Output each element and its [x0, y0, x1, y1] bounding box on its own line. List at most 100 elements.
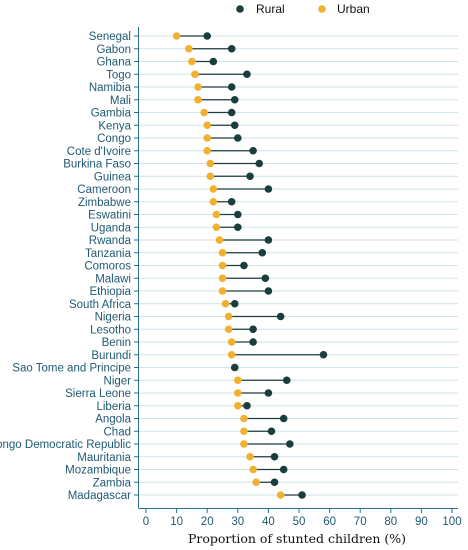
rural-point — [319, 350, 328, 359]
y-tick-label: Cote d'Ivoire — [67, 146, 131, 158]
x-tick-label: 40 — [262, 516, 275, 528]
rural-point — [264, 185, 273, 193]
x-axis-ticks: 0 10 20 30 40 50 60 70 80 90 100 — [143, 508, 462, 528]
rural-point — [267, 427, 276, 436]
urban-point — [209, 197, 218, 206]
urban-point — [215, 236, 224, 244]
y-tick-label: Angola — [95, 414, 131, 426]
y-tick-label: Congo — [97, 133, 131, 145]
urban-point — [249, 465, 257, 474]
rural-point — [246, 172, 254, 181]
y-axis-labels: SenegalGabonGhanaTogoNamibiaMaliGambiaKe… — [0, 31, 138, 502]
urban-point — [212, 210, 221, 219]
x-tick-label: 50 — [293, 516, 306, 528]
x-tick-label: 60 — [323, 516, 336, 528]
urban-point — [240, 414, 248, 423]
urban-point — [185, 44, 193, 53]
rural-point — [282, 376, 291, 385]
urban-point — [218, 248, 227, 257]
y-tick-label: Congo Democratic Republic — [0, 439, 131, 451]
y-tick-label: Gambia — [91, 108, 132, 120]
urban-point — [200, 108, 208, 117]
urban-point — [194, 83, 202, 91]
urban-point — [276, 491, 285, 499]
rural-point — [298, 491, 306, 499]
rural-point — [209, 57, 218, 66]
rural-point — [227, 108, 236, 117]
x-axis-title: Proportion of stunted children (%) — [188, 531, 406, 546]
x-tick-label: 80 — [384, 516, 397, 528]
rural-point — [230, 363, 239, 372]
urban-point — [188, 57, 196, 66]
urban-point — [203, 146, 211, 155]
y-tick-label: Sierra Leone — [65, 388, 131, 400]
y-tick-label: Malawi — [95, 273, 131, 285]
y-tick-label: Benin — [102, 337, 131, 349]
rural-point — [203, 32, 211, 40]
rural-point — [258, 248, 267, 257]
x-tick-label: 10 — [170, 516, 183, 528]
urban-point — [172, 32, 181, 40]
legend-urban-label: Urban — [337, 2, 370, 16]
y-tick-label: South Africa — [69, 299, 132, 311]
rural-point — [227, 44, 236, 53]
legend-urban-marker — [318, 5, 326, 13]
y-tick-label: Chad — [104, 426, 132, 438]
y-tick-label: Burkina Faso — [63, 159, 131, 171]
rural-point — [264, 287, 273, 295]
rural-point — [279, 465, 288, 474]
rural-point — [279, 414, 288, 423]
urban-point — [227, 350, 236, 359]
y-tick-label: Burundi — [91, 350, 131, 362]
y-tick-label: Gabon — [96, 44, 131, 56]
legend-rural-marker — [236, 5, 244, 13]
y-tick-label: Cameroon — [77, 184, 131, 196]
urban-point — [240, 427, 248, 436]
y-tick-label: Lesotho — [90, 324, 131, 336]
urban-point — [224, 312, 233, 321]
urban-point — [224, 325, 233, 334]
urban-point — [191, 70, 199, 79]
gridlines — [139, 35, 458, 496]
rural-point — [270, 452, 279, 461]
y-tick-label: Ghana — [96, 57, 131, 69]
x-tick-label: 30 — [231, 516, 244, 528]
rural-point — [227, 83, 236, 91]
rural-point — [234, 223, 242, 232]
y-tick-label: Mozambique — [65, 465, 131, 477]
y-tick-label: Senegal — [89, 31, 131, 43]
rural-point — [230, 299, 239, 308]
rural-point — [249, 325, 257, 334]
y-tick-label: Madagascar — [68, 490, 131, 502]
urban-point — [212, 223, 221, 232]
urban-point — [194, 95, 202, 104]
urban-point — [206, 172, 215, 181]
rural-point — [234, 210, 242, 219]
urban-point — [221, 299, 230, 308]
dumbbell-connectors — [176, 35, 324, 496]
y-tick-label: Kenya — [98, 120, 131, 132]
legend: Rural Urban — [236, 2, 370, 16]
y-tick-label: Sao Tome and Principe — [12, 363, 131, 375]
urban-point — [218, 261, 227, 270]
rural-point — [227, 197, 236, 206]
x-tick-label: 70 — [354, 516, 367, 528]
urban-point — [218, 274, 227, 283]
rural-point — [286, 440, 294, 448]
urban-point — [234, 401, 242, 410]
y-tick-label: Nigeria — [95, 312, 132, 324]
y-tick-label: Eswatini — [88, 210, 131, 222]
urban-point — [203, 134, 211, 142]
rural-point — [276, 312, 285, 321]
urban-point — [240, 440, 248, 448]
rural-point — [264, 389, 273, 397]
rural-point — [261, 274, 270, 283]
urban-point — [234, 389, 242, 397]
y-tick-label: Mali — [110, 95, 131, 107]
urban-point — [246, 452, 254, 461]
y-tick-label: Comoros — [84, 261, 131, 273]
y-tick-label: Zimbabwe — [78, 197, 131, 209]
y-tick-label: Rwanda — [89, 235, 132, 247]
x-tick-label: 20 — [201, 516, 214, 528]
